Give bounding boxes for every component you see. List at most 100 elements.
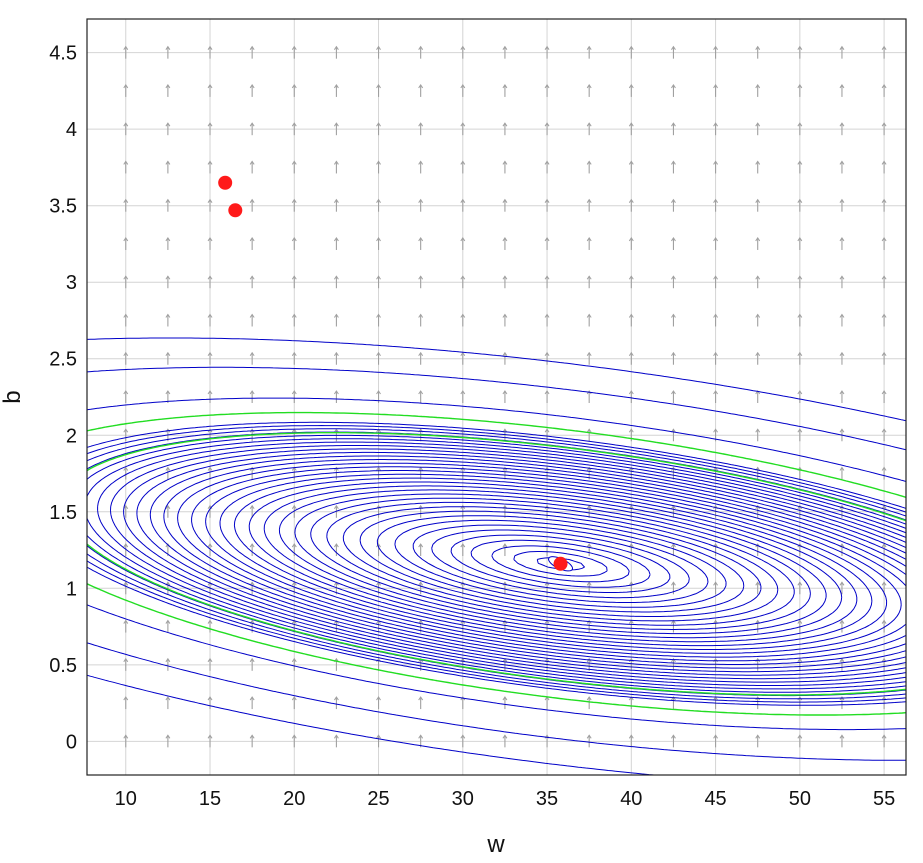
gradient-arrowhead: [123, 160, 129, 165]
gradient-arrowhead: [881, 84, 887, 89]
contour-line: [87, 337, 906, 775]
gradient-arrowhead: [207, 351, 213, 357]
gradient-arrowhead: [165, 734, 171, 739]
contour-line: [491, 545, 630, 583]
gradient-arrowhead: [881, 237, 887, 242]
x-tick-label: 25: [367, 788, 389, 810]
gradient-arrowhead: [797, 84, 803, 89]
contour-line: [342, 506, 779, 622]
gradient-arrowhead: [755, 428, 761, 433]
gradient-arrowhead: [839, 428, 845, 433]
gradient-arrowhead: [123, 657, 129, 663]
gradient-arrowhead: [333, 504, 339, 510]
gradient-arrowhead: [797, 619, 803, 624]
y-axis-label: b: [0, 390, 26, 403]
gradient-arrowhead: [249, 84, 255, 89]
gradient-arrowhead: [165, 237, 171, 242]
gradient-arrowhead: [839, 581, 845, 586]
contour-line: [431, 529, 690, 599]
gradient-arrowhead: [460, 45, 466, 50]
parameter-point: [218, 175, 233, 190]
gradient-arrowhead: [460, 122, 466, 127]
contour-line: [163, 459, 906, 669]
gradient-arrowhead: [460, 734, 466, 739]
contour-line: [87, 434, 906, 693]
gradient-arrowhead: [460, 313, 466, 318]
gradient-arrowhead: [544, 237, 550, 242]
gradient-arrowhead: [333, 45, 339, 50]
gradient-arrowhead: [881, 619, 887, 624]
gradient-arrowhead: [502, 390, 508, 395]
gradient-arrowhead: [502, 696, 508, 701]
gradient-arrowhead: [755, 84, 761, 89]
gradient-arrowhead: [207, 313, 213, 318]
gradient-arrowhead: [502, 160, 508, 165]
gradient-arrowhead: [544, 84, 550, 89]
gradient-arrowhead: [544, 313, 550, 318]
x-tick-label: 40: [620, 788, 642, 810]
contour-line: [219, 473, 902, 654]
gradient-arrowhead: [713, 351, 718, 357]
gradient-arrowhead: [628, 428, 634, 433]
gradient-arrowhead: [249, 657, 255, 663]
gradient-arrowhead: [333, 122, 339, 127]
gradient-arrowhead: [797, 45, 803, 50]
gradient-arrowhead: [586, 696, 592, 701]
gradient-arrowhead: [418, 390, 424, 395]
gradient-arrowhead: [755, 504, 761, 510]
gradient-arrowhead: [797, 504, 803, 510]
contour-line: [412, 524, 709, 603]
gradient-arrowhead: [333, 619, 339, 624]
y-tick-label: 0: [66, 731, 77, 753]
gradient-arrowhead: [671, 351, 676, 357]
gradient-arrowhead: [249, 237, 255, 242]
gradient-arrowhead: [586, 275, 592, 280]
gradient-arrowhead: [628, 275, 634, 280]
gradient-arrowhead: [502, 466, 508, 471]
contour-line: [450, 534, 671, 593]
contour-line: [136, 451, 906, 676]
gradient-arrowhead: [671, 275, 676, 280]
gradient-arrowhead: [881, 198, 887, 203]
gradient-arrowhead: [249, 160, 255, 165]
gradient-arrowhead: [418, 619, 424, 624]
gradient-arrowhead: [207, 198, 213, 203]
gradient-arrowhead: [671, 45, 676, 50]
gradient-arrowhead: [291, 657, 297, 663]
gradient-arrowhead: [881, 390, 887, 395]
gradient-arrowhead: [671, 581, 676, 586]
plot-background: [87, 19, 906, 775]
gradient-arrowhead: [123, 313, 129, 318]
gradient-arrowhead: [376, 160, 381, 165]
highlight-contour: [87, 411, 906, 716]
gradient-arrowhead: [881, 45, 887, 50]
gradient-arrowhead: [165, 619, 171, 624]
gradient-arrowhead: [418, 275, 424, 280]
gradient-arrowhead: [586, 657, 592, 663]
gradient-arrowhead: [207, 581, 213, 586]
gradient-arrowhead: [839, 198, 845, 203]
gradient-arrowhead: [797, 160, 803, 165]
x-tick-label: 55: [873, 788, 895, 810]
gradient-arrowhead: [376, 390, 381, 395]
gradient-arrowhead: [797, 198, 803, 203]
gradient-arrowhead: [376, 275, 381, 280]
gradient-arrowhead: [671, 122, 676, 127]
gradient-arrowhead: [797, 734, 803, 739]
gradient-arrowhead: [502, 122, 508, 127]
gradient-arrowhead: [755, 198, 761, 203]
gradient-arrowhead: [376, 122, 381, 127]
gradient-arrowhead: [207, 428, 213, 433]
contour-line: [87, 438, 906, 690]
gradient-arrowhead: [628, 390, 634, 395]
gradient-arrowhead: [460, 696, 466, 701]
gradient-arrowhead: [460, 504, 466, 510]
gradient-arrowhead: [755, 122, 761, 127]
gradient-arrowhead: [207, 122, 213, 127]
gradient-arrowhead: [628, 84, 634, 89]
gradient-arrowhead: [797, 313, 803, 318]
gradient-arrowhead: [839, 619, 845, 624]
gradient-arrowhead: [881, 734, 887, 739]
contour-line: [87, 428, 906, 700]
gradient-arrowhead: [797, 351, 803, 357]
